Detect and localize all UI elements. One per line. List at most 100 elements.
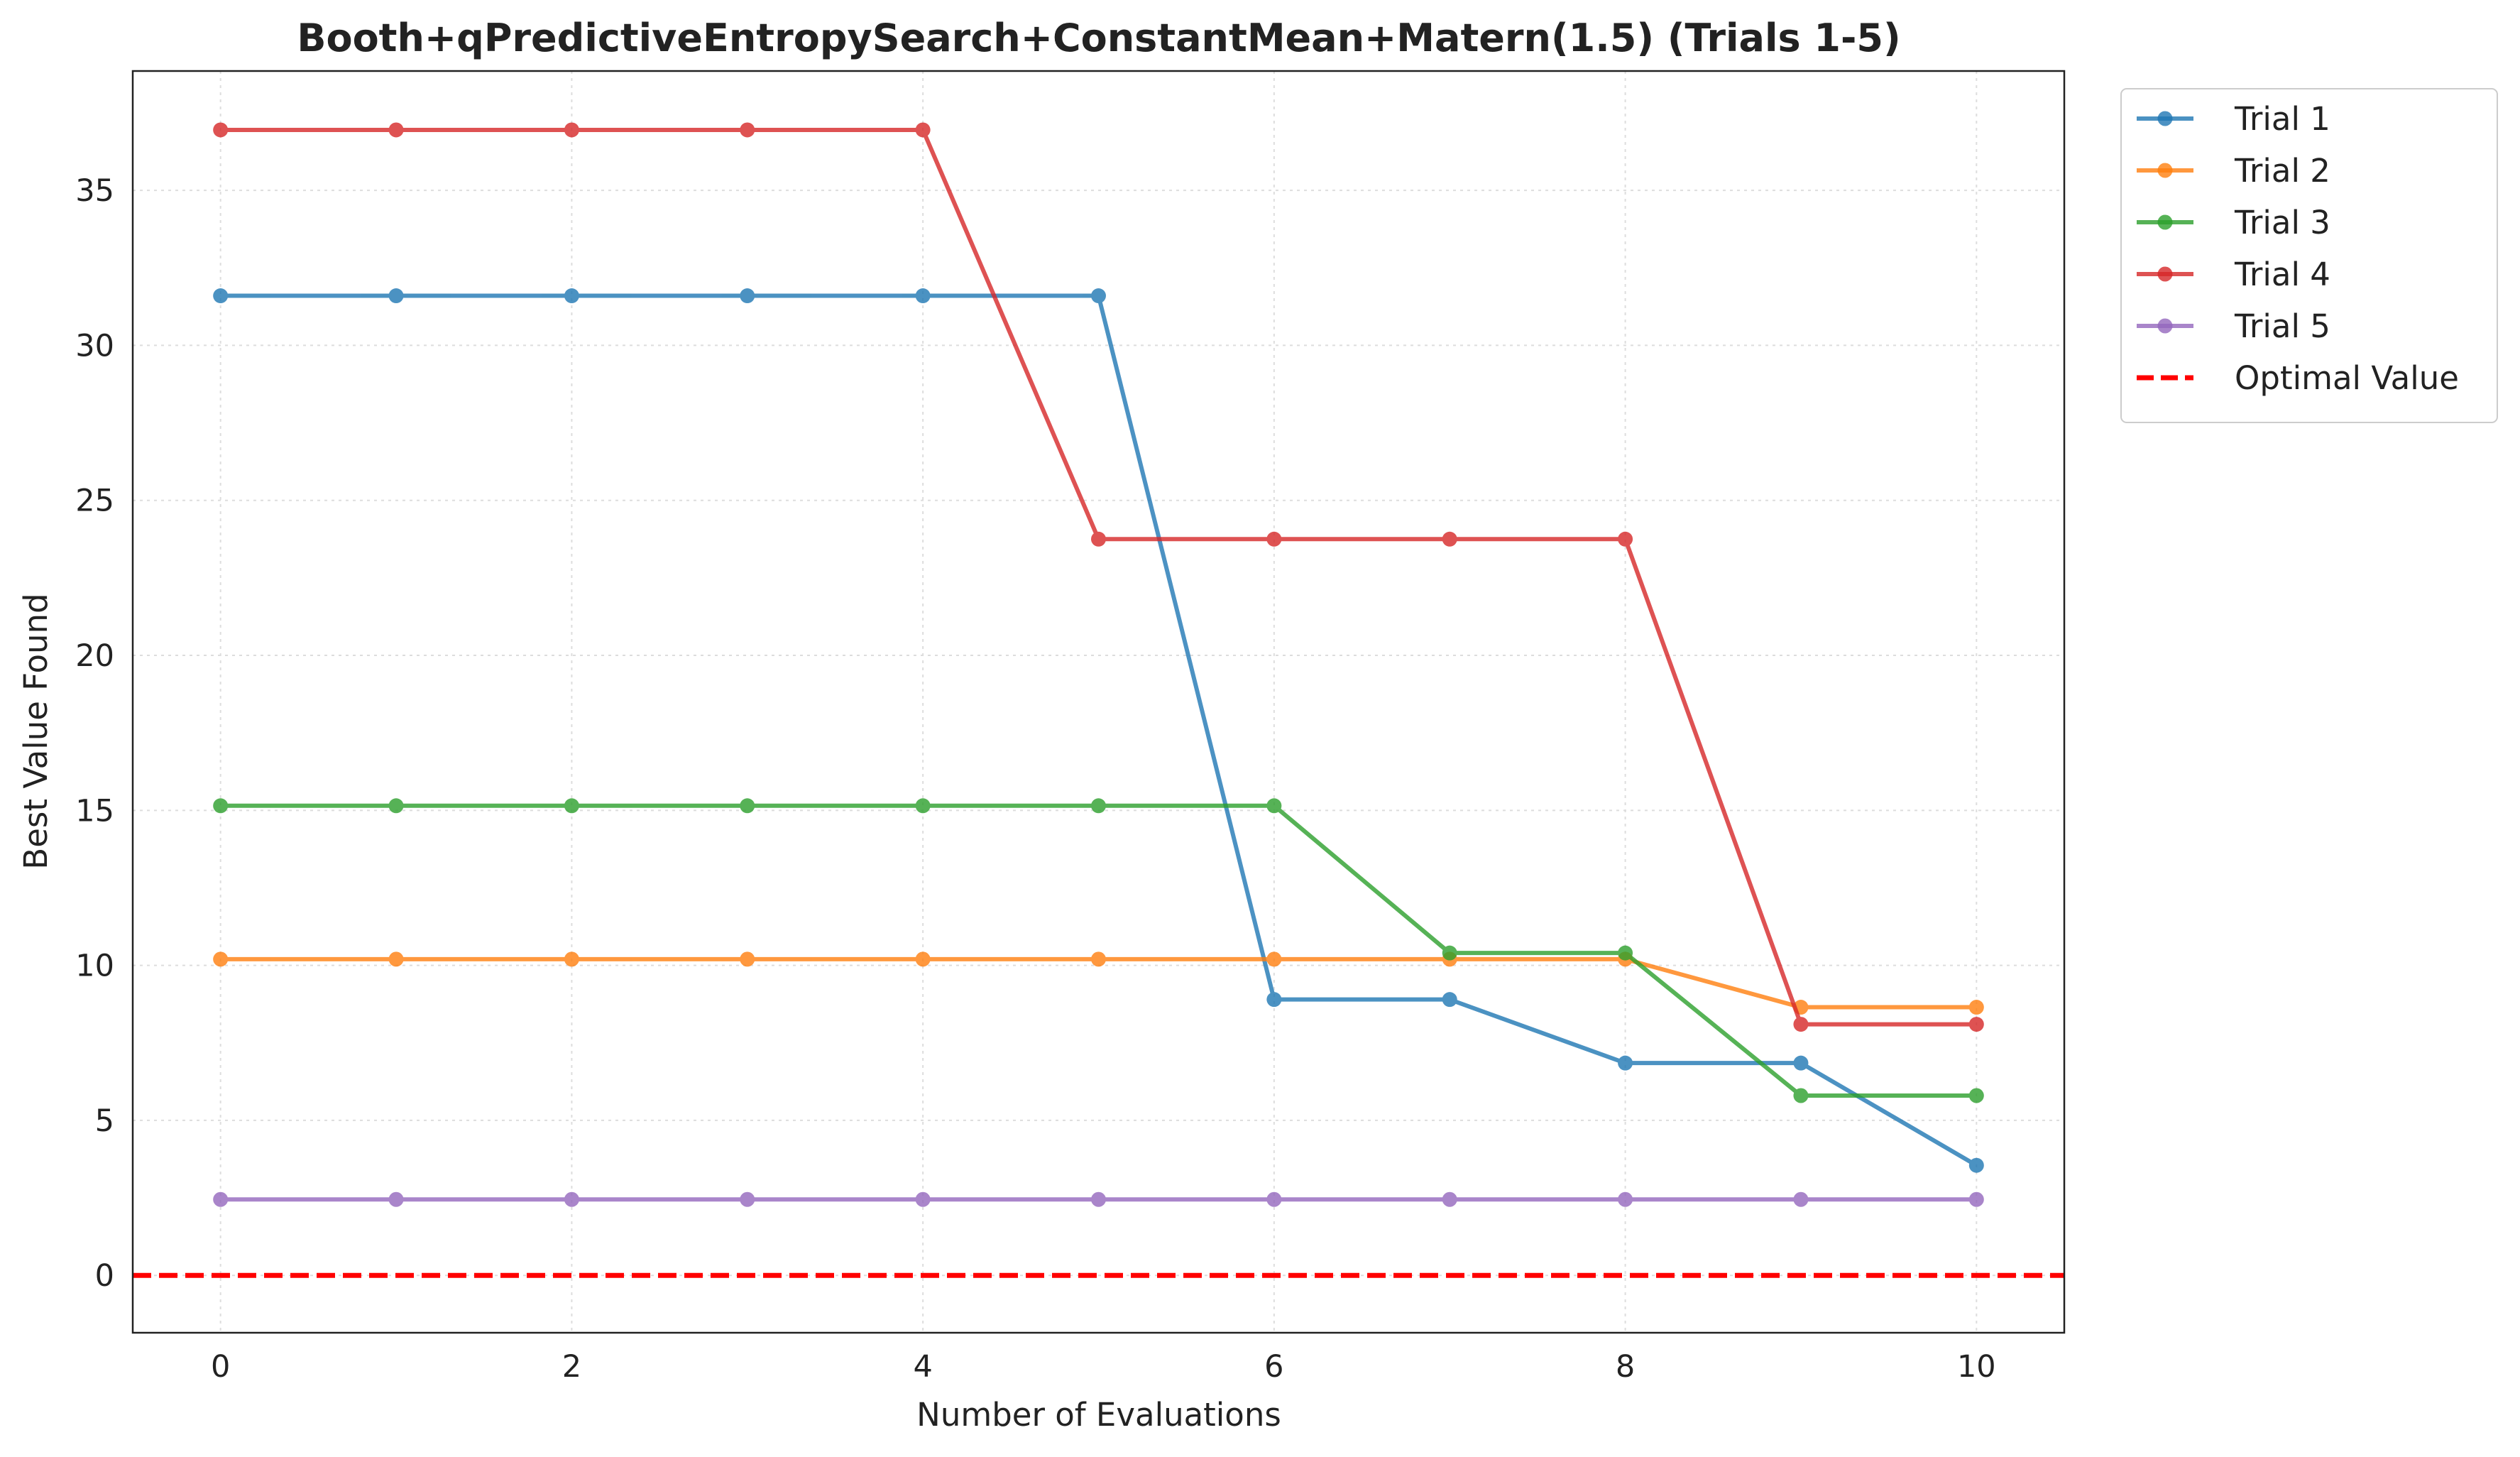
data-point	[1618, 1191, 1633, 1207]
data-point	[213, 798, 229, 814]
data-point	[1793, 1088, 1809, 1103]
series-trial-5	[213, 1191, 1984, 1207]
y-tick-label: 5	[95, 1103, 114, 1139]
data-point	[564, 288, 579, 304]
data-point	[1793, 1191, 1809, 1207]
data-point	[1442, 945, 1457, 961]
data-point	[1266, 798, 1282, 814]
x-tick-label: 6	[1264, 1349, 1283, 1385]
y-tick-label: 30	[75, 328, 114, 364]
x-tick-label: 2	[562, 1349, 581, 1385]
x-tick-label: 0	[211, 1349, 230, 1385]
data-point	[1091, 531, 1106, 547]
series-trial-2	[213, 951, 1984, 1015]
y-tick-label: 25	[75, 484, 114, 519]
legend-item: Trial 1	[2137, 100, 2330, 138]
data-point	[915, 122, 931, 138]
data-point	[1968, 1191, 1984, 1207]
y-axis-ticks: 0 5 10 15 20 25 30 35	[75, 173, 114, 1294]
data-point	[1968, 1157, 1984, 1173]
legend-marker	[2157, 266, 2173, 282]
data-point	[1968, 1088, 1984, 1103]
series-trial-1	[213, 288, 1984, 1173]
data-point	[915, 1191, 931, 1207]
legend-marker	[2157, 111, 2173, 126]
data-point	[740, 122, 755, 138]
data-point	[388, 951, 404, 967]
data-point	[1442, 1191, 1457, 1207]
data-point	[1091, 798, 1106, 814]
y-tick-label: 35	[75, 173, 114, 209]
x-tick-label: 8	[1616, 1349, 1635, 1385]
legend-marker	[2157, 214, 2173, 230]
series-line	[220, 803, 1977, 1098]
legend-item: Trial 3	[2137, 204, 2330, 241]
data-point	[564, 122, 579, 138]
x-tick-label: 4	[913, 1349, 932, 1385]
data-point	[1618, 1055, 1633, 1071]
data-point	[1618, 531, 1633, 547]
legend-item: Trial 4	[2137, 256, 2330, 293]
data-point	[1968, 1017, 1984, 1032]
y-tick-label: 20	[75, 638, 114, 674]
series-line	[220, 127, 1977, 1027]
data-point	[915, 288, 931, 304]
data-point	[740, 288, 755, 304]
legend-label: Trial 2	[2234, 152, 2330, 190]
legend-label: Trial 1	[2234, 100, 2330, 138]
legend: Trial 1 Trial 2 Trial 3 Trial 4 Trial 5 Optim…	[2120, 88, 2498, 423]
series-trial-3	[213, 798, 1984, 1103]
y-tick-label: 15	[75, 793, 114, 829]
data-point	[1442, 531, 1457, 547]
legend-label: Trial 3	[2234, 204, 2330, 241]
legend-marker	[2157, 163, 2173, 178]
data-point	[740, 798, 755, 814]
data-point	[1266, 531, 1282, 547]
legend-box	[2120, 88, 2498, 423]
series-line	[220, 293, 1978, 1167]
data-point	[388, 798, 404, 814]
data-point	[388, 1191, 404, 1207]
legend-item: Trial 2	[2137, 152, 2330, 190]
data-point	[740, 951, 755, 967]
data-point	[213, 122, 229, 138]
data-point	[213, 1191, 229, 1207]
legend-label: Trial 4	[2234, 256, 2330, 293]
data-point	[213, 951, 229, 967]
data-point	[740, 1191, 755, 1207]
data-point	[1793, 1017, 1809, 1032]
chart-title: Booth+qPredictiveEntropySearch+ConstantM…	[297, 16, 1900, 60]
data-point	[915, 951, 931, 967]
data-point	[1091, 951, 1106, 967]
x-axis-ticks: 0 2 4 6 8 10	[211, 1349, 1996, 1385]
data-point	[1968, 1000, 1984, 1015]
data-point	[1091, 288, 1106, 304]
data-point	[564, 951, 579, 967]
data-point	[1793, 1055, 1809, 1071]
x-tick-label: 10	[1957, 1349, 1996, 1385]
data-point	[564, 798, 579, 814]
data-point	[1266, 951, 1282, 967]
legend-marker	[2157, 318, 2173, 334]
data-point	[1618, 945, 1633, 961]
data-point	[1266, 992, 1282, 1008]
y-tick-label: 10	[75, 949, 114, 984]
series-trial-4	[213, 122, 1984, 1032]
data-point	[1266, 1191, 1282, 1207]
data-point	[213, 288, 229, 304]
data-point	[388, 122, 404, 138]
data-point	[1442, 992, 1457, 1008]
data-point	[388, 288, 404, 304]
legend-item: Trial 5	[2137, 307, 2330, 345]
legend-item: Optimal Value	[2137, 359, 2459, 397]
y-axis-label: Best Value Found	[17, 593, 55, 869]
legend-label: Trial 5	[2234, 307, 2330, 345]
series-layer	[213, 122, 1984, 1207]
plot-area-frame	[131, 70, 2066, 1334]
legend-label: Optimal Value	[2235, 359, 2459, 397]
y-tick-label: 0	[95, 1258, 114, 1294]
data-point	[915, 798, 931, 814]
grid	[133, 71, 2064, 1333]
x-axis-label: Number of Evaluations	[916, 1396, 1281, 1434]
